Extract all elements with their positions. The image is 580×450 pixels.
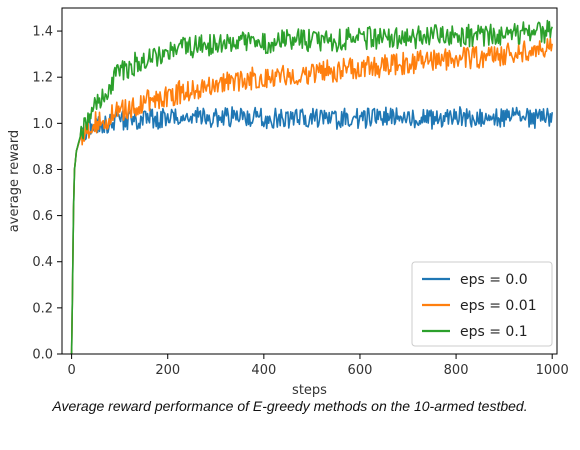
series-line-2 — [70, 37, 553, 355]
x-tick-label: 0 — [67, 363, 75, 378]
y-tick-label: 0.0 — [32, 348, 53, 363]
x-axis: 0 200 400 600 800 1000 — [67, 354, 569, 378]
y-axis: 0.0 0.2 0.4 0.6 0.8 1.0 1.2 1.4 — [32, 25, 62, 363]
legend-label: eps = 0.1 — [460, 324, 528, 340]
y-tick-label: 1.2 — [32, 71, 53, 86]
chart: 0 200 400 600 800 1000 0.0 0.2 0.4 0.6 0.8 1.0 1.2 1… — [7, 7, 569, 398]
x-tick-label: 400 — [251, 363, 276, 378]
y-tick-label: 0.4 — [32, 255, 53, 270]
legend-box — [411, 261, 553, 347]
y-tick-label: 0.8 — [32, 163, 53, 178]
series-line-3 — [70, 19, 553, 355]
x-tick-label: 800 — [444, 363, 469, 378]
series-line-1 — [70, 106, 553, 355]
y-axis-label: average reward — [7, 130, 22, 232]
x-tick-label: 200 — [155, 363, 180, 378]
x-tick-label: 600 — [348, 363, 373, 378]
y-tick-label: 0.2 — [32, 301, 53, 316]
figure-caption: Average reward performance of E-greedy m… — [52, 398, 528, 414]
x-tick-label: 1000 — [536, 363, 569, 378]
plot-frame — [61, 7, 558, 355]
x-axis-label: steps — [292, 383, 327, 398]
legend: eps = 0.0 eps = 0.01 eps = 0.1 — [411, 261, 553, 347]
legend-label: eps = 0.01 — [460, 298, 537, 314]
y-tick-label: 1.0 — [32, 117, 53, 132]
series-layer — [70, 19, 553, 355]
legend-label: eps = 0.0 — [460, 272, 528, 288]
y-tick-label: 0.6 — [32, 209, 53, 224]
y-tick-label: 1.4 — [32, 25, 53, 40]
